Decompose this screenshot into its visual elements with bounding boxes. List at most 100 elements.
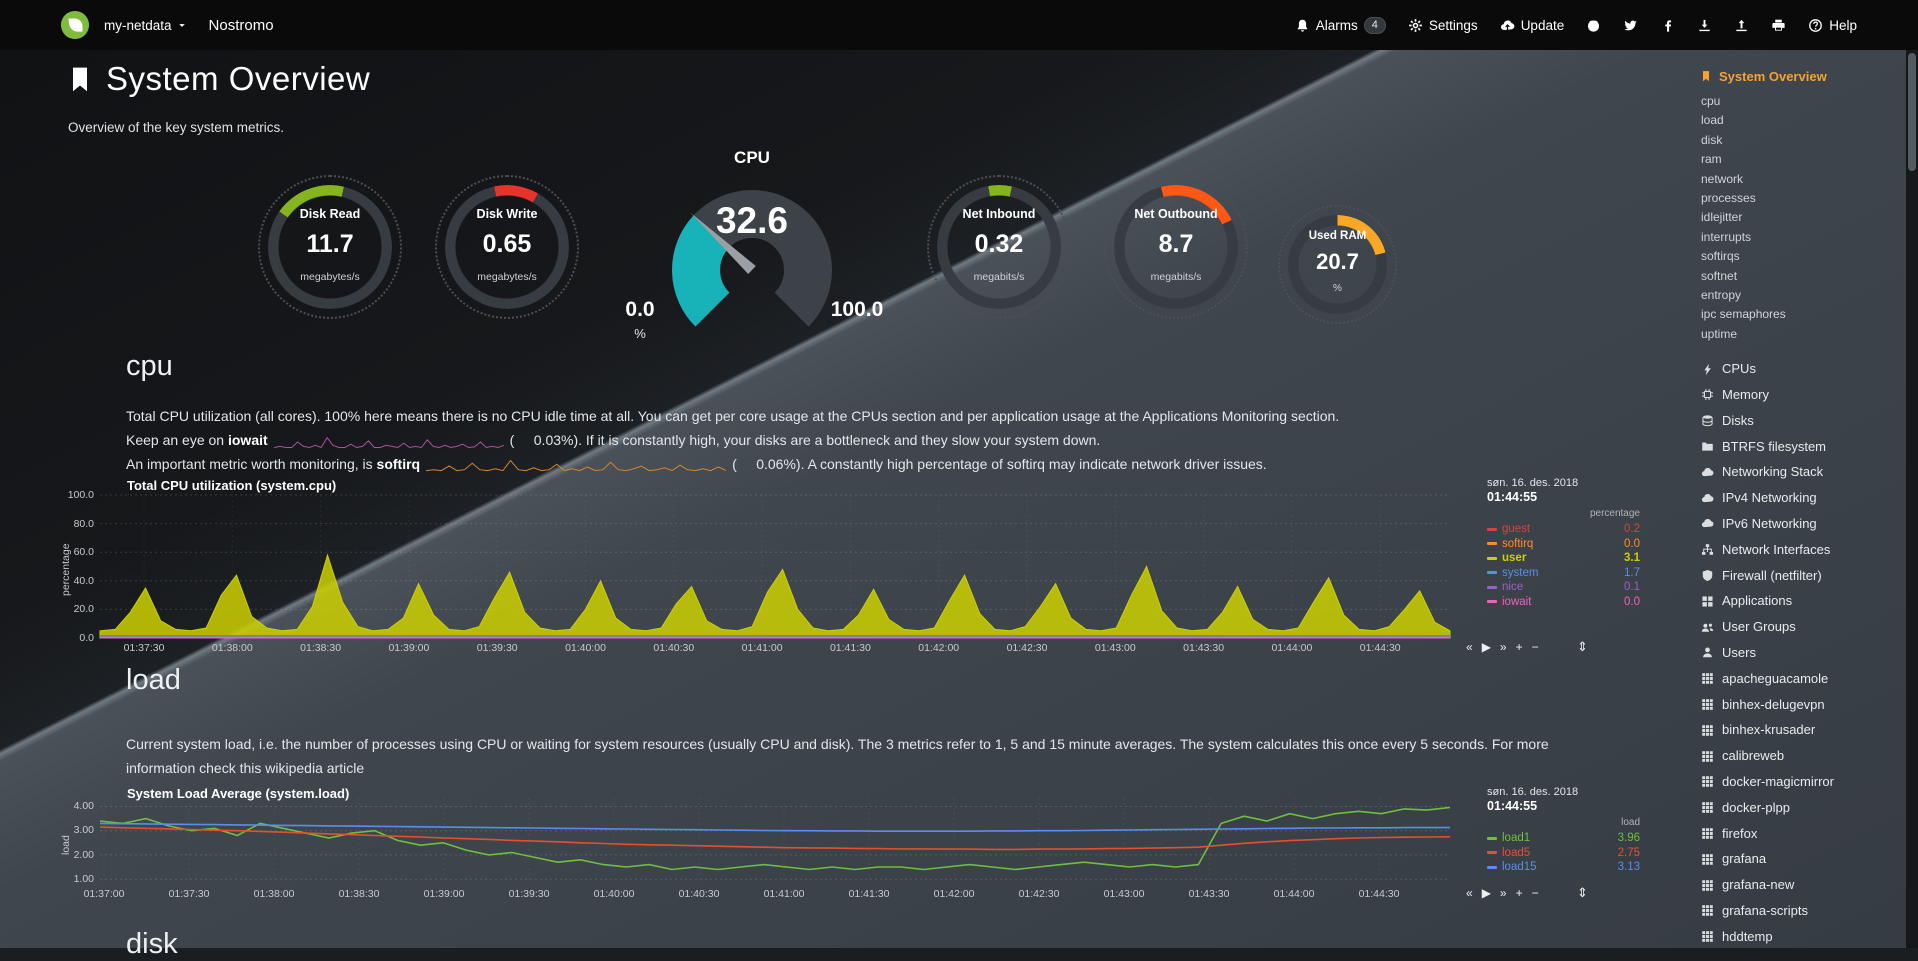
legend-series-softirq[interactable]: softirq 0.0 bbox=[1487, 537, 1640, 552]
gauge-net-outbound[interactable]: Net Outbound 8.7 megabits/s bbox=[1104, 175, 1248, 319]
load-chart-plot[interactable] bbox=[99, 798, 1451, 884]
sidebar-item-uptime[interactable]: uptime bbox=[1688, 325, 1906, 344]
play-button[interactable]: ▶ bbox=[1481, 640, 1491, 654]
pan-left-button[interactable]: « bbox=[1466, 640, 1473, 654]
cpu-chart-resize-handle[interactable]: ⇕ bbox=[1577, 639, 1588, 654]
sidebar-item-btrfs-filesystem[interactable]: BTRFS filesystem bbox=[1688, 434, 1906, 460]
zoom-in-button[interactable]: + bbox=[1515, 640, 1523, 654]
settings-button[interactable]: Settings bbox=[1397, 0, 1489, 50]
sidebar-item-cpu[interactable]: cpu bbox=[1688, 92, 1906, 111]
legend-series-system[interactable]: system 1.7 bbox=[1487, 566, 1640, 581]
cpu-chart-toolbar: « ▶ » + − bbox=[1466, 640, 1539, 654]
softirq-sparkline-chart[interactable] bbox=[426, 458, 727, 473]
gauge-net-inbound[interactable]: Net Inbound 0.32 megabits/s bbox=[927, 175, 1071, 319]
github-button[interactable] bbox=[1575, 0, 1612, 50]
sidebar-item-softnet[interactable]: softnet bbox=[1688, 267, 1906, 286]
legend-series-name: load1 bbox=[1502, 832, 1531, 845]
gauge-ring bbox=[1288, 215, 1387, 314]
legend-series-value: 2.75 bbox=[1617, 846, 1640, 859]
netdata-logo[interactable] bbox=[60, 10, 90, 40]
zoom-in-button[interactable]: + bbox=[1515, 886, 1523, 900]
update-button[interactable]: Update bbox=[1489, 0, 1576, 50]
sidebar-item-firefox[interactable]: firefox bbox=[1688, 821, 1906, 847]
sidebar-item-ipc-semaphores[interactable]: ipc semaphores bbox=[1688, 305, 1906, 324]
sidebar-item-hddtemp[interactable]: hddtemp bbox=[1688, 924, 1906, 950]
zoom-out-button[interactable]: − bbox=[1531, 640, 1539, 654]
sidebar-item-processes[interactable]: processes bbox=[1688, 189, 1906, 208]
zoom-out-button[interactable]: − bbox=[1531, 886, 1539, 900]
cpu-gauge[interactable] bbox=[632, 160, 872, 338]
gauge-disk-read[interactable]: Disk Read 11.7 megabytes/s bbox=[258, 175, 402, 319]
gauge-disk-write[interactable]: Disk Write 0.65 megabytes/s bbox=[435, 175, 579, 319]
sidebar-item-calibreweb[interactable]: calibreweb bbox=[1688, 743, 1906, 769]
sidebar-item-disk[interactable]: disk bbox=[1688, 131, 1906, 150]
sidebar-item-system-overview[interactable]: System Overview bbox=[1688, 66, 1906, 86]
x-axis-tick: 01:43:30 bbox=[1183, 642, 1225, 654]
x-axis-tick: 01:39:30 bbox=[508, 888, 550, 900]
legend-series-user[interactable]: user 3.1 bbox=[1487, 551, 1640, 566]
facebook-button[interactable] bbox=[1649, 0, 1686, 50]
sidebar-item-applications[interactable]: Applications bbox=[1688, 588, 1906, 614]
legend-series-guest[interactable]: guest 0.2 bbox=[1487, 522, 1640, 537]
sidebar-item-idlejitter[interactable]: idlejitter bbox=[1688, 208, 1906, 227]
alarms-button[interactable]: Alarms 4 bbox=[1284, 0, 1397, 50]
sidebar-item-network[interactable]: network bbox=[1688, 170, 1906, 189]
sidebar-item-label: BTRFS filesystem bbox=[1722, 438, 1827, 454]
my-netdata-menu[interactable]: my-netdata bbox=[104, 18, 187, 33]
scrollbar-thumb[interactable] bbox=[1908, 53, 1916, 171]
sidebar-item-ipv6-networking[interactable]: IPv6 Networking bbox=[1688, 511, 1906, 537]
sidebar-item-network-interfaces[interactable]: Network Interfaces bbox=[1688, 537, 1906, 563]
sidebar-item-networking-stack[interactable]: Networking Stack bbox=[1688, 459, 1906, 485]
sidebar-item-apacheguacamole[interactable]: apacheguacamole bbox=[1688, 666, 1906, 692]
legend-series-marker bbox=[1487, 600, 1497, 604]
play-button[interactable]: ▶ bbox=[1481, 886, 1491, 900]
sidebar-item-ram[interactable]: ram bbox=[1688, 150, 1906, 169]
x-axis-tick: 01:39:30 bbox=[476, 642, 518, 654]
sidebar-item-users[interactable]: Users bbox=[1688, 640, 1906, 666]
sidebar-item-softirqs[interactable]: softirqs bbox=[1688, 247, 1906, 266]
pan-left-button[interactable]: « bbox=[1466, 886, 1473, 900]
cloud-update-icon bbox=[1500, 18, 1515, 33]
sidebar-item-binhex-krusader[interactable]: binhex-krusader bbox=[1688, 717, 1906, 743]
iowait-sparkline-chart[interactable] bbox=[273, 434, 504, 449]
sidebar-item-grafana-scripts[interactable]: grafana-scripts bbox=[1688, 898, 1906, 924]
sidebar-item-user-groups[interactable]: User Groups bbox=[1688, 614, 1906, 640]
help-button[interactable]: Help bbox=[1797, 0, 1868, 50]
gauge-unit: megabytes/s bbox=[300, 271, 360, 283]
sidebar-item-grafana[interactable]: grafana bbox=[1688, 846, 1906, 872]
sidebar-item-docker-magicmirror[interactable]: docker-magicmirror bbox=[1688, 769, 1906, 795]
sidebar-item-load[interactable]: load bbox=[1688, 111, 1906, 130]
cpu-description-line3: An important metric worth monitoring, is… bbox=[126, 452, 1586, 476]
text: An important metric worth monitoring, is bbox=[126, 456, 377, 472]
page-scrollbar[interactable] bbox=[1906, 50, 1918, 948]
sidebar-item-firewall-netfilter-[interactable]: Firewall (netfilter) bbox=[1688, 563, 1906, 589]
sidebar-item-disks[interactable]: Disks bbox=[1688, 408, 1906, 434]
text: If it is constantly high, your disks are… bbox=[582, 432, 1101, 448]
export-snapshot-button[interactable] bbox=[1723, 0, 1760, 50]
import-snapshot-button[interactable] bbox=[1686, 0, 1723, 50]
twitter-button[interactable] bbox=[1612, 0, 1649, 50]
cpu-chart-plot[interactable] bbox=[99, 494, 1451, 639]
legend-series-load5[interactable]: load5 2.75 bbox=[1487, 846, 1640, 861]
x-axis-tick: 01:38:30 bbox=[300, 642, 342, 654]
disks-icon bbox=[1701, 414, 1714, 427]
sidebar-item-docker-plpp[interactable]: docker-plpp bbox=[1688, 795, 1906, 821]
sidebar-item-grafana-new[interactable]: grafana-new bbox=[1688, 872, 1906, 898]
print-button[interactable] bbox=[1760, 0, 1797, 50]
pan-right-button[interactable]: » bbox=[1499, 886, 1507, 900]
pan-right-button[interactable]: » bbox=[1499, 640, 1507, 654]
grid-icon bbox=[1701, 724, 1714, 737]
gauge-used-ram[interactable]: Used RAM 20.7 % bbox=[1278, 205, 1397, 324]
sidebar-item-entropy[interactable]: entropy bbox=[1688, 286, 1906, 305]
sidebar-item-interrupts[interactable]: interrupts bbox=[1688, 228, 1906, 247]
sidebar-item-ipv4-networking[interactable]: IPv4 Networking bbox=[1688, 485, 1906, 511]
legend-series-nice[interactable]: nice 0.1 bbox=[1487, 580, 1640, 595]
sidebar-item-label: ram bbox=[1701, 152, 1722, 167]
legend-series-iowait[interactable]: iowait 0.0 bbox=[1487, 595, 1640, 610]
sidebar-item-cpus[interactable]: CPUs bbox=[1688, 356, 1906, 382]
load-chart-resize-handle[interactable]: ⇕ bbox=[1577, 885, 1588, 900]
sidebar-item-binhex-delugevpn[interactable]: binhex-delugevpn bbox=[1688, 692, 1906, 718]
legend-series-load1[interactable]: load1 3.96 bbox=[1487, 831, 1640, 846]
legend-series-load15[interactable]: load15 3.13 bbox=[1487, 860, 1640, 875]
sidebar-item-memory[interactable]: Memory bbox=[1688, 382, 1906, 408]
